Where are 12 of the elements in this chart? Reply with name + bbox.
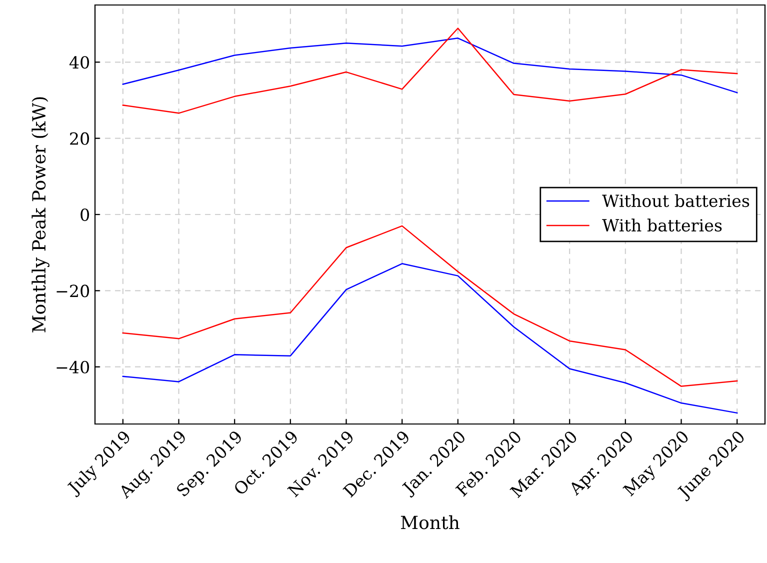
x-axis-title: Month (400, 515, 460, 530)
line-series (122, 28, 738, 114)
y-axis-title: Monthly Peak Power (kW) (32, 97, 50, 332)
y-tick-label: 40 (69, 56, 90, 69)
line-series (122, 38, 738, 94)
legend-label: With batteries (602, 218, 722, 232)
legend-label: Without batteries (602, 194, 750, 208)
y-tick-label: 20 (70, 132, 90, 145)
y-tick-label: 0 (80, 208, 90, 222)
y-tick-label: −40 (56, 360, 90, 374)
y-tick-label: −20 (56, 284, 90, 298)
line-series (122, 263, 738, 414)
